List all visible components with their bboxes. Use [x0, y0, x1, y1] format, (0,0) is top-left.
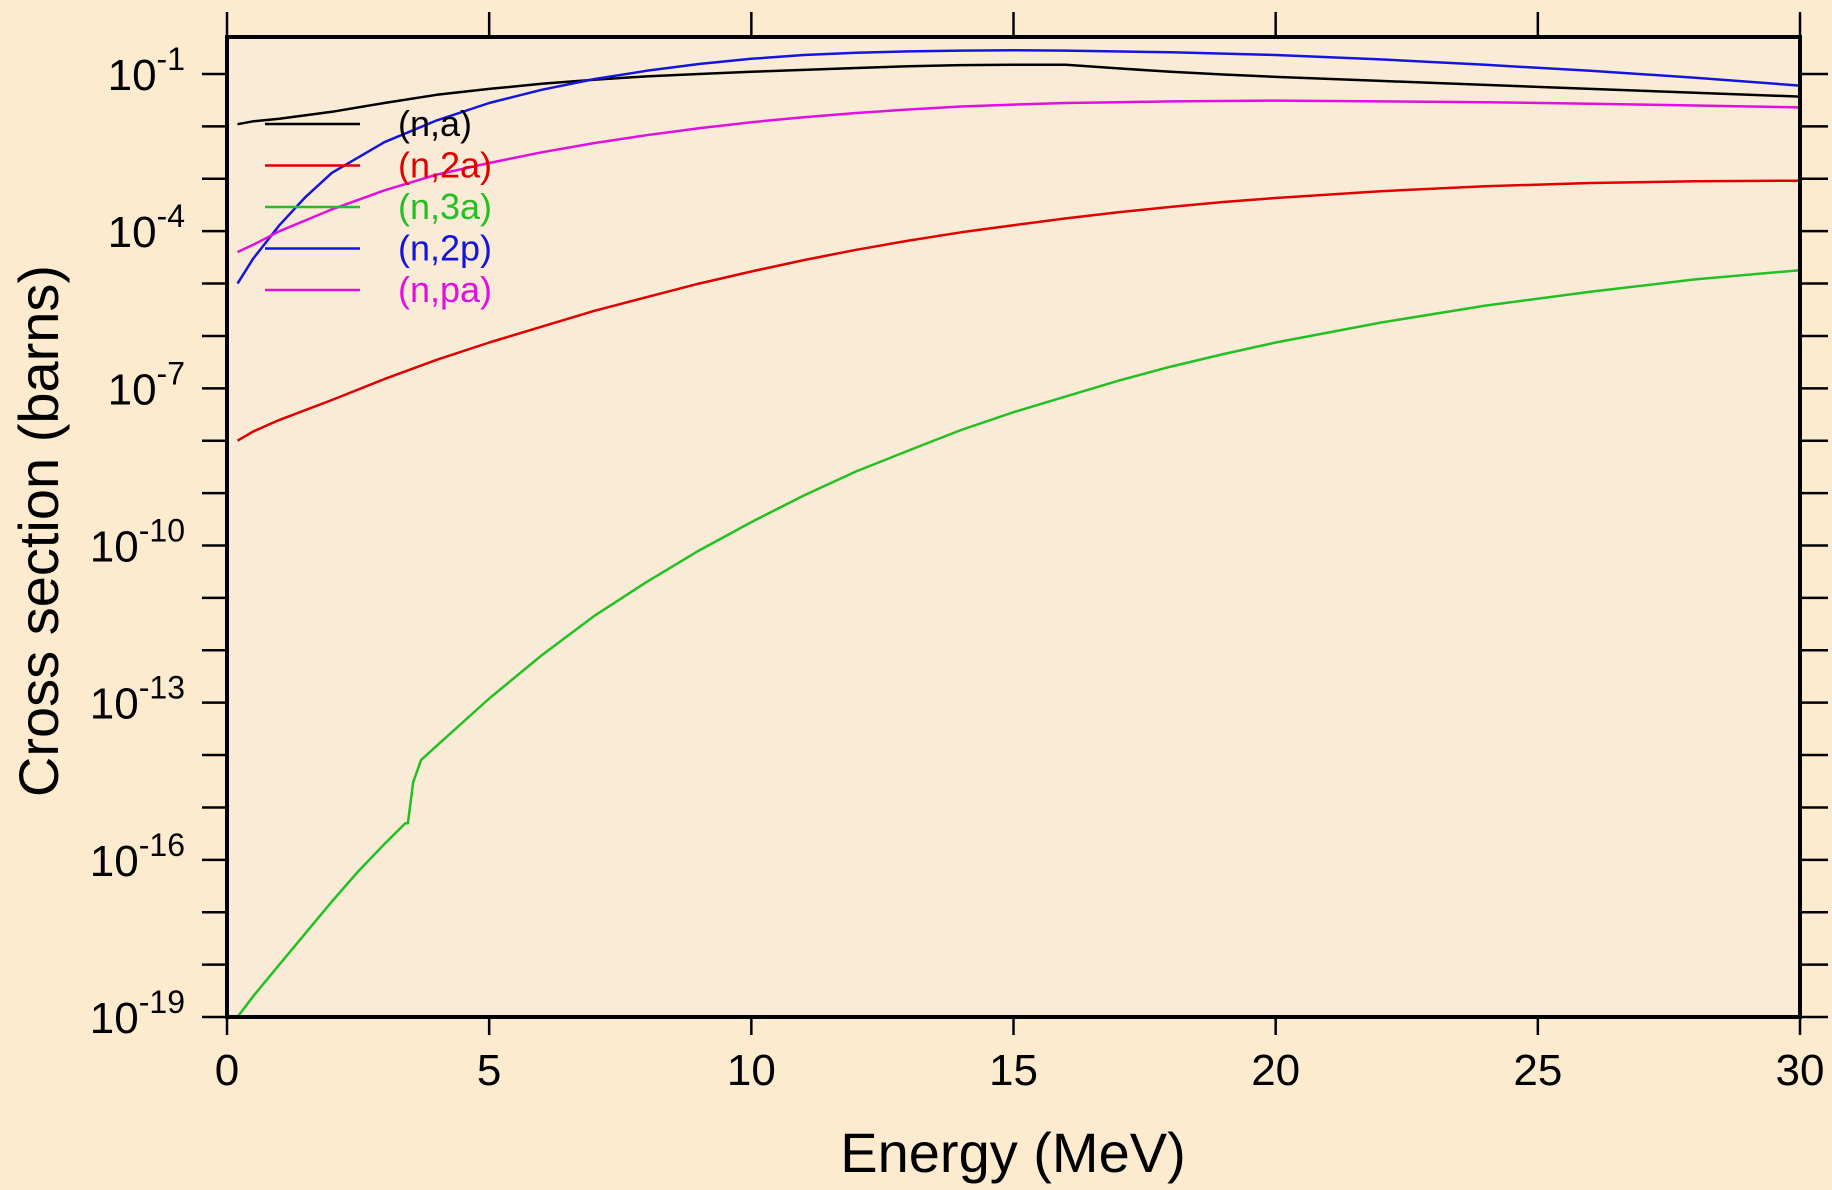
- legend-label-4: (n,pa): [398, 269, 492, 310]
- legend-label-1: (n,2a): [398, 145, 492, 186]
- x-tick-label: 0: [215, 1046, 239, 1095]
- series-line-4: [236, 99, 1800, 254]
- x-tick-label: 10: [727, 1046, 776, 1095]
- y-tick-label: 10-19: [90, 984, 185, 1043]
- y-tick-label: 10-1: [108, 41, 185, 100]
- series-line-0: [237, 63, 1800, 126]
- series-line-3: [236, 48, 1800, 285]
- series-line-2: [236, 268, 1800, 1017]
- y-tick-label: 10-16: [90, 827, 185, 886]
- x-tick-label: 5: [477, 1046, 501, 1095]
- x-axis-label: Energy (MeV): [840, 1121, 1185, 1184]
- y-tick-label: 10-4: [108, 198, 185, 257]
- series-line-1: [236, 179, 1800, 442]
- legend-label-2: (n,3a): [398, 186, 492, 227]
- x-tick-label: 30: [1776, 1046, 1825, 1095]
- series-layer: [236, 48, 1800, 1017]
- y-tick-label: 10-10: [90, 513, 185, 572]
- ticks-layer: 0 5 10 15 20 25 30 10-1 10-4 10-7 10-10 10-13 10-16 1…: [90, 12, 1828, 1095]
- legend-label-0: (n,a): [398, 103, 472, 144]
- x-tick-label: 20: [1251, 1046, 1300, 1095]
- y-axis-label: Cross section (barns): [7, 265, 70, 797]
- x-tick-label: 25: [1513, 1046, 1562, 1095]
- plot-area: [227, 37, 1800, 1017]
- y-tick-label: 10-7: [108, 355, 185, 414]
- y-tick-label: 10-13: [90, 670, 185, 729]
- x-tick-label: 15: [989, 1046, 1038, 1095]
- legend: (n,a)(n,2a)(n,3a)(n,2p)(n,pa): [265, 103, 492, 310]
- legend-label-3: (n,2p): [398, 228, 492, 269]
